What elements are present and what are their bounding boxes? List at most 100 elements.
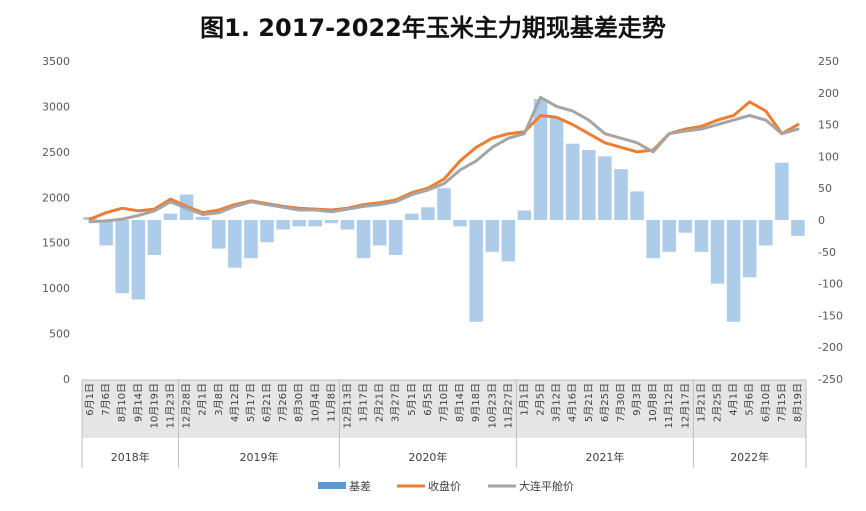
- category-label: 1月21日: [695, 383, 707, 422]
- year-label: 2022年: [730, 450, 769, 464]
- basis-bar: [260, 220, 274, 243]
- category-label: 10月23日: [486, 383, 498, 428]
- legend: 基差 收盘价 大连平舱价: [318, 479, 574, 493]
- right-axis-tick-label: -150: [818, 309, 843, 322]
- category-label: 4月16日: [567, 383, 579, 422]
- basis-bar: [195, 216, 210, 220]
- basis-bar: [501, 220, 516, 262]
- basis-bar: [710, 220, 725, 284]
- category-label: 6月21日: [261, 383, 273, 422]
- category-label: 2月21日: [374, 383, 386, 422]
- basis-bar: [356, 220, 371, 259]
- basis-bar: [437, 188, 451, 220]
- right-axis-tick-label: 50: [818, 182, 832, 195]
- basis-bar: [549, 118, 564, 220]
- basis-bar: [582, 150, 596, 220]
- category-label: 3月27日: [390, 383, 402, 422]
- legend-label: 大连平舱价: [519, 479, 574, 493]
- basis-bar: [646, 220, 660, 259]
- basis-bar: [292, 220, 306, 227]
- category-label: 11月8日: [325, 383, 337, 422]
- category-label: 5月17日: [245, 383, 257, 422]
- series-line-大连平舱价: [88, 95, 800, 224]
- basis-bar: [598, 156, 612, 220]
- basis-bar: [324, 220, 339, 224]
- basis-bar: [308, 220, 323, 227]
- basis-bars: [83, 99, 805, 322]
- right-axis-tick-label: 100: [818, 150, 839, 163]
- category-label: 6月1日: [84, 383, 96, 416]
- basis-bar: [485, 220, 500, 252]
- category-label: 2月25日: [712, 383, 724, 422]
- category-label: 6月10日: [760, 383, 772, 422]
- category-label: 9月3日: [631, 383, 643, 416]
- right-axis-tick-label: 150: [818, 119, 839, 132]
- basis-bar: [99, 220, 113, 246]
- chart-title: 图1. 2017-2022年玉米主力期现基差走势: [200, 14, 666, 42]
- x-category-axis: 6月1日 7月6日 8月10日 9月14日 10月19日 11月23日 12月28日 2月1日…: [81, 379, 807, 468]
- basis-bar: [453, 220, 467, 227]
- basis-bar: [244, 220, 258, 259]
- category-label: 9月14日: [132, 383, 144, 422]
- basis-bar: [726, 220, 741, 322]
- year-label: 2021年: [585, 450, 624, 464]
- category-label: 7月15日: [776, 383, 788, 422]
- axes: 0500100015002000250030003500-250-200-150…: [42, 55, 843, 386]
- legend-swatch-bar: [318, 482, 346, 489]
- basis-bar: [211, 220, 226, 249]
- left-axis-tick-label: 500: [49, 328, 70, 341]
- category-label: 5月21日: [583, 383, 595, 422]
- category-label: 10月4日: [309, 383, 321, 422]
- year-label: 2020年: [408, 450, 447, 464]
- category-label: 5月1日: [406, 383, 418, 416]
- category-label: 11月23日: [164, 383, 176, 428]
- basis-bar: [115, 220, 129, 294]
- category-label: 11月12日: [663, 383, 675, 428]
- right-axis-tick-label: -100: [818, 278, 843, 291]
- basis-bar: [694, 220, 709, 252]
- category-label: 5月6日: [744, 383, 756, 416]
- right-axis-tick-label: 250: [818, 55, 839, 68]
- left-axis-tick-label: 3000: [42, 100, 70, 113]
- year-label: 2019年: [239, 450, 278, 464]
- category-label: 10月8日: [647, 383, 659, 422]
- basis-bar: [614, 169, 628, 220]
- right-axis-tick-label: 200: [818, 87, 839, 100]
- category-label: 11月27日: [502, 383, 514, 428]
- left-axis-tick-label: 1000: [42, 282, 70, 295]
- category-label: 1月1日: [518, 383, 530, 416]
- basis-bar: [340, 220, 355, 230]
- basis-bar: [742, 220, 757, 278]
- left-axis-tick-label: 1500: [42, 237, 70, 250]
- category-label: 1月17日: [358, 383, 370, 422]
- legend-label: 收盘价: [428, 479, 461, 493]
- right-axis-tick-label: 0: [818, 214, 825, 227]
- basis-bar: [372, 220, 387, 246]
- category-label: 2月1日: [197, 383, 209, 416]
- category-label: 3月12日: [551, 383, 563, 422]
- category-label: 12月17日: [679, 383, 691, 428]
- basis-bar: [405, 213, 419, 220]
- price-lines: [88, 95, 800, 224]
- basis-bar: [630, 191, 644, 220]
- basis-bar: [276, 220, 290, 230]
- left-axis-tick-label: 2500: [42, 146, 70, 159]
- category-label: 7月6日: [100, 383, 112, 416]
- category-label: 8月19日: [792, 383, 804, 422]
- basis-bar: [421, 207, 435, 220]
- year-label: 2018年: [111, 450, 150, 464]
- right-axis-tick-label: -250: [818, 373, 843, 386]
- category-label: 8月14日: [454, 383, 466, 422]
- basis-bar: [228, 220, 242, 268]
- legend-label: 基差: [349, 479, 371, 493]
- left-axis-tick-label: 0: [63, 373, 70, 386]
- basis-bar: [533, 99, 548, 220]
- category-label: 2月5日: [535, 383, 547, 416]
- basis-bar: [662, 220, 677, 252]
- category-label: 10月19日: [148, 383, 160, 428]
- left-axis-tick-label: 3500: [42, 55, 70, 68]
- category-label: 4月12日: [229, 383, 241, 422]
- basis-bar: [678, 220, 693, 233]
- category-label: 8月30日: [293, 383, 305, 422]
